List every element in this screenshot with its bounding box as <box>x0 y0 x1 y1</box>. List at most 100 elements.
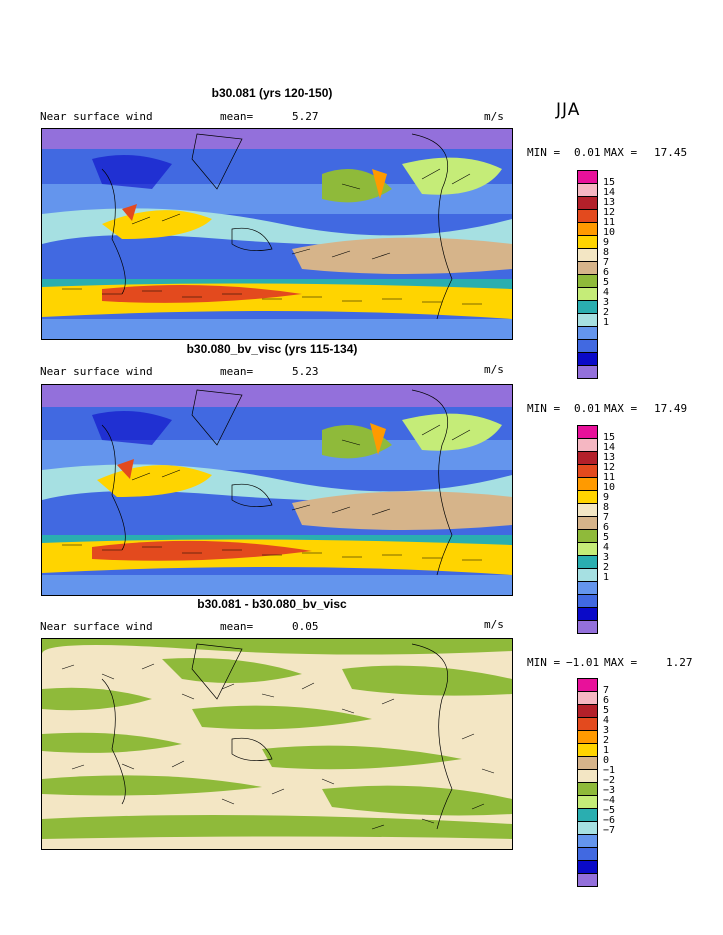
panel-3-colorbar-box <box>577 873 598 887</box>
panel-3-map-svg <box>42 639 512 849</box>
panel-3-colorbar-box <box>577 847 598 861</box>
panel-2-max-label: MAX = <box>604 402 638 415</box>
colorbar-tick-label: 6 <box>603 695 610 706</box>
colorbar-tick-label: 4 <box>603 287 610 298</box>
colorbar-tick-label: 2 <box>603 307 610 318</box>
panel-3-colorbar-box <box>577 769 598 783</box>
colorbar-tick-label: −6 <box>603 815 616 826</box>
panel-1-mean-label: mean= <box>220 110 254 123</box>
colorbar-tick-label: 7 <box>603 512 610 523</box>
panel-1-map-svg <box>42 129 512 339</box>
colorbar-tick-label: 15 <box>603 432 616 443</box>
panel-1-colorbar-box <box>577 235 598 249</box>
panel-3-colorbar-box <box>577 795 598 809</box>
colorbar-tick-label: 3 <box>603 297 610 308</box>
colorbar-tick-label: 4 <box>603 542 610 553</box>
panel-1-colorbar-box <box>577 326 598 340</box>
panel-2-max-value: 17.49 <box>654 402 688 415</box>
panel-3-colorbar-box <box>577 782 598 796</box>
panel-1-colorbar-box <box>577 261 598 275</box>
panel-2-title: b30.080_bv_visc (yrs 115-134) <box>186 342 358 356</box>
panel-2-colorbar-box <box>577 477 598 491</box>
panel-1-max-label: MAX = <box>604 146 638 159</box>
panel-1-field-label: Near surface wind <box>40 110 153 123</box>
panel-3-colorbar-box <box>577 717 598 731</box>
colorbar-tick-label: −4 <box>603 795 616 806</box>
colorbar-tick-label: −7 <box>603 825 616 836</box>
panel-1-colorbar-box <box>577 339 598 353</box>
panel-1-max-value: 17.45 <box>654 146 688 159</box>
colorbar-tick-label: 15 <box>603 177 616 188</box>
panel-2-colorbar-box <box>577 555 598 569</box>
panel-3-colorbar-box <box>577 821 598 835</box>
panel-1-colorbar-box <box>577 352 598 366</box>
colorbar-tick-label: 12 <box>603 462 616 473</box>
panel-1-min-value: 0.01 <box>574 146 601 159</box>
colorbar-tick-label: 6 <box>603 522 610 533</box>
colorbar-tick-label: −2 <box>603 775 616 786</box>
colorbar-tick-label: 8 <box>603 247 610 258</box>
panel-1-colorbar-box <box>577 170 598 184</box>
colorbar-tick-label: 11 <box>603 472 616 483</box>
panel-1-mean-value: 5.27 <box>292 110 319 123</box>
colorbar-tick-label: 11 <box>603 217 616 228</box>
panel-3-mean-value: 0.05 <box>292 620 319 633</box>
panel-2-map-svg <box>42 385 512 595</box>
panel-2-colorbar-box <box>577 620 598 634</box>
colorbar-tick-label: 5 <box>603 532 610 543</box>
colorbar-tick-label: 9 <box>603 237 610 248</box>
panel-2-colorbar-box <box>577 542 598 556</box>
panel-2-units: m/s <box>484 363 504 376</box>
colorbar-tick-label: 5 <box>603 277 610 288</box>
colorbar-tick-label: 0 <box>603 755 610 766</box>
panel-1-colorbar-box <box>577 248 598 262</box>
panel-3-colorbar-box <box>577 756 598 770</box>
panel-2-colorbar-box <box>577 607 598 621</box>
colorbar-tick-label: 1 <box>603 745 610 756</box>
panel-3-colorbar-box <box>577 691 598 705</box>
panel-2-min-value: 0.01 <box>574 402 601 415</box>
panel-2-colorbar <box>577 425 598 634</box>
colorbar-tick-label: −5 <box>603 805 616 816</box>
panel-1-colorbar-box <box>577 209 598 223</box>
panel-1-colorbar-box <box>577 274 598 288</box>
panel-3-field-label: Near surface wind <box>40 620 153 633</box>
colorbar-tick-label: 14 <box>603 187 616 198</box>
colorbar-tick-label: 8 <box>603 502 610 513</box>
panel-1-colorbar-box <box>577 196 598 210</box>
panel-3-max-label: MAX = <box>604 656 638 669</box>
panel-1-colorbar-box <box>577 300 598 314</box>
colorbar-tick-label: −3 <box>603 785 616 796</box>
colorbar-tick-label: 10 <box>603 227 616 238</box>
panel-2-map <box>41 384 513 596</box>
panel-3-min-label: MIN = <box>527 656 561 669</box>
colorbar-tick-label: 6 <box>603 267 610 278</box>
panel-2-colorbar-box <box>577 568 598 582</box>
panel-2-colorbar-box <box>577 516 598 530</box>
panel-2-colorbar-box <box>577 438 598 452</box>
panel-3-colorbar-box <box>577 678 598 692</box>
colorbar-tick-label: 7 <box>603 685 610 696</box>
panel-3-map <box>41 638 513 850</box>
panel-2-colorbar-box <box>577 464 598 478</box>
panel-2-colorbar-box <box>577 425 598 439</box>
panel-2-mean-label: mean= <box>220 365 254 378</box>
colorbar-tick-label: 2 <box>603 562 610 573</box>
colorbar-tick-label: 10 <box>603 482 616 493</box>
panel-2-colorbar-box <box>577 503 598 517</box>
panel-3-title: b30.081 - b30.080_bv_visc <box>197 597 347 611</box>
panel-3-colorbar-box <box>577 860 598 874</box>
panel-1-title: b30.081 (yrs 120-150) <box>211 86 333 100</box>
panel-2-colorbar-box <box>577 581 598 595</box>
colorbar-tick-label: 4 <box>603 715 610 726</box>
panel-3-min-value: −1.01 <box>566 656 600 669</box>
panel-3-mean-label: mean= <box>220 620 254 633</box>
panel-3-colorbar-box <box>577 704 598 718</box>
colorbar-tick-label: 7 <box>603 257 610 268</box>
panel-1-colorbar-box <box>577 287 598 301</box>
panel-2-colorbar-labels: 15 14 13 12 11 10 9 8 7 6 5 4 3 2 1 <box>603 433 615 583</box>
colorbar-tick-label: 12 <box>603 207 616 218</box>
panel-3-colorbar-box <box>577 743 598 757</box>
colorbar-tick-label: 14 <box>603 442 616 453</box>
colorbar-tick-label: 2 <box>603 735 610 746</box>
